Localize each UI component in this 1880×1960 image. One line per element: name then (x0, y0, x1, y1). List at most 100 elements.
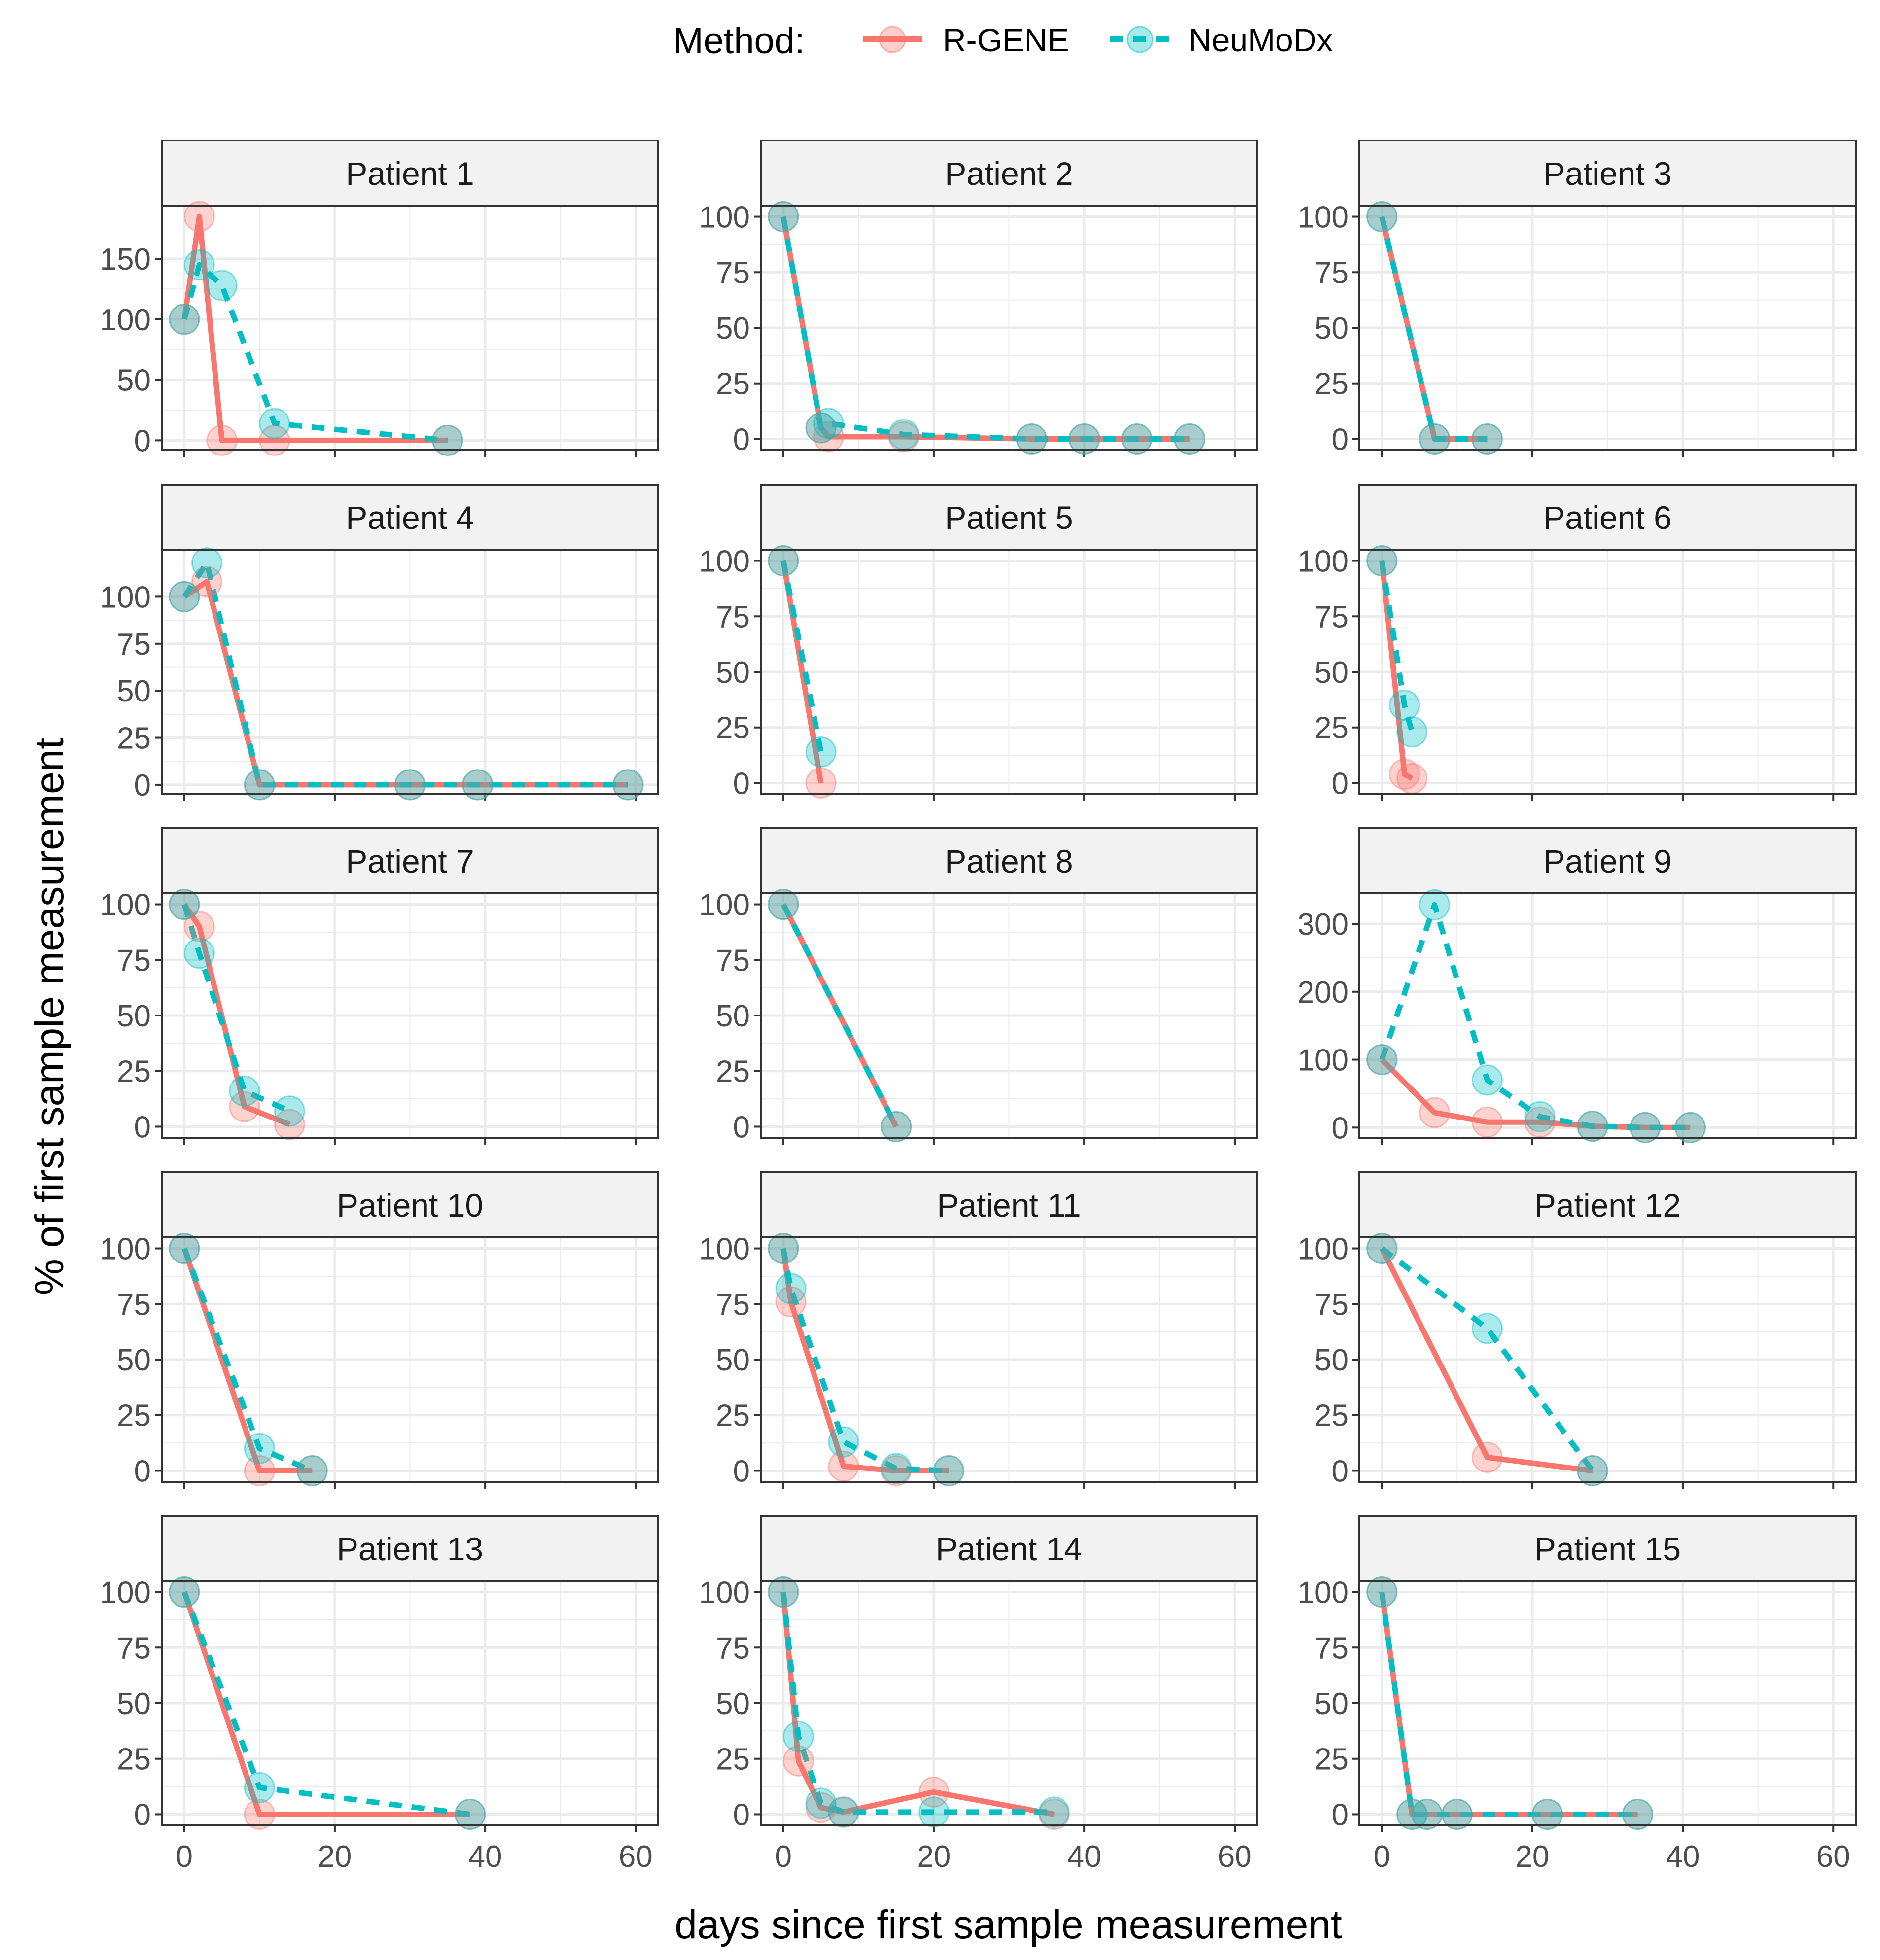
y-tick-label-patient-5: 75 (716, 600, 750, 634)
data-point-r-gene-patient-14 (768, 1576, 799, 1608)
data-point-r-gene-patient-10 (169, 1233, 200, 1264)
strip-patient-11 (760, 1171, 1258, 1238)
data-point-r-gene-patient-3 (1419, 423, 1451, 455)
y-tick-label-patient-9: 0 (1332, 1111, 1348, 1145)
y-tick-label-patient-10: 0 (134, 1454, 151, 1488)
panel-patient-2: Patient 2 0 25 50 75 100 (699, 140, 1258, 457)
strip-patient-12 (1358, 1171, 1857, 1238)
x-tick-label-patient-13: 0 (176, 1840, 193, 1874)
data-point-neumodx-patient-9 (1630, 1112, 1661, 1143)
data-point-neumodx-patient-11 (775, 1273, 807, 1304)
strip-title-patient-11: Patient 11 (937, 1187, 1081, 1224)
y-tick-label-patient-8: 50 (716, 999, 750, 1033)
strip-patient-5 (760, 484, 1258, 551)
y-tick-label-patient-2: 100 (699, 201, 750, 235)
data-point-neumodx-patient-14 (918, 1796, 950, 1828)
data-point-r-gene-patient-6 (1389, 758, 1420, 790)
y-tick-label-patient-3: 25 (1314, 367, 1348, 401)
series-line-r-gene-patient-13 (181, 1591, 470, 1817)
strip-title-patient-15: Patient 15 (1534, 1531, 1681, 1567)
y-tick-label-patient-15: 75 (1314, 1631, 1348, 1665)
panel-border-patient-8 (760, 892, 1258, 1139)
series-line-r-gene-patient-6 (1379, 560, 1414, 781)
data-point-r-gene-patient-3 (1471, 423, 1503, 455)
data-point-r-gene-patient-9 (1674, 1112, 1706, 1143)
y-tick-label-patient-10: 25 (117, 1399, 151, 1433)
data-point-r-gene-patient-2 (888, 421, 920, 453)
data-point-neumodx-patient-3 (1366, 201, 1398, 233)
panel-patient-8: Patient 8 0 25 50 75 100 (699, 827, 1258, 1145)
strip-title-patient-4: Patient 4 (346, 499, 474, 536)
y-tick-label-patient-11: 75 (716, 1288, 750, 1322)
y-tick-label-patient-13: 100 (100, 1576, 151, 1610)
y-tick-label-patient-15: 0 (1332, 1798, 1348, 1832)
data-point-neumodx-patient-2 (888, 419, 920, 450)
y-tick-label-patient-14: 100 (699, 1576, 750, 1610)
panel-border-patient-13 (161, 1580, 659, 1826)
data-point-r-gene-patient-13 (169, 1576, 200, 1608)
y-tick-label-patient-3: 0 (1332, 422, 1348, 456)
data-point-r-gene-patient-15 (1531, 1798, 1563, 1830)
y-tick-label-patient-3: 100 (1298, 201, 1348, 235)
data-point-neumodx-patient-11 (933, 1455, 964, 1486)
data-point-r-gene-patient-1 (432, 424, 463, 456)
series-line-neumodx-patient-3 (1379, 216, 1488, 442)
strip-title-patient-3: Patient 3 (1543, 155, 1672, 192)
y-tick-label-patient-8: 0 (733, 1110, 750, 1144)
data-point-neumodx-patient-2 (805, 412, 837, 444)
data-point-r-gene-patient-9 (1366, 1044, 1398, 1076)
y-tick-label-patient-1: 150 (100, 243, 151, 277)
series-line-neumodx-patient-2 (780, 216, 1190, 442)
data-point-r-gene-patient-4 (191, 566, 223, 597)
data-point-neumodx-patient-10 (296, 1455, 328, 1486)
y-tick-label-patient-2: 75 (716, 256, 750, 290)
data-point-neumodx-patient-10 (244, 1433, 275, 1464)
data-point-r-gene-patient-8 (881, 1111, 912, 1142)
data-point-neumodx-patient-14 (782, 1721, 814, 1752)
series-line-neumodx-patient-12 (1380, 1246, 1595, 1472)
data-point-neumodx-patient-9 (1577, 1111, 1608, 1142)
y-tick-label-patient-3: 50 (1314, 312, 1348, 346)
y-tick-label-patient-13: 25 (117, 1743, 151, 1777)
data-point-r-gene-patient-14 (805, 1792, 837, 1823)
x-axis-label: days since first sample measurement (674, 1902, 1342, 1947)
panel-patient-4: Patient 4 0 25 50 75 100 (100, 484, 659, 803)
panel-border-patient-1 (161, 205, 659, 451)
data-point-r-gene-patient-13 (455, 1798, 486, 1830)
y-tick-label-patient-14: 75 (716, 1631, 750, 1665)
strip-title-patient-14: Patient 14 (936, 1531, 1082, 1567)
data-point-r-gene-patient-5 (805, 767, 837, 799)
strip-title-patient-6: Patient 6 (1543, 499, 1672, 536)
data-point-neumodx-patient-4 (462, 769, 494, 801)
strip-title-patient-5: Patient 5 (945, 499, 1073, 536)
panel-border-patient-4 (161, 549, 659, 795)
data-point-neumodx-patient-9 (1674, 1112, 1706, 1143)
y-tick-label-patient-14: 25 (716, 1743, 750, 1777)
data-point-r-gene-patient-7 (169, 889, 200, 920)
y-tick-label-patient-7: 100 (100, 888, 151, 922)
legend-title: Method: (673, 20, 805, 61)
panel-border-patient-11 (760, 1236, 1258, 1483)
data-point-neumodx-patient-5 (768, 545, 799, 577)
x-tick-label-patient-14: 20 (917, 1840, 951, 1874)
data-point-r-gene-patient-7 (229, 1091, 260, 1122)
data-point-r-gene-patient-9 (1471, 1106, 1503, 1138)
x-tick-label-patient-13: 60 (619, 1840, 653, 1874)
y-tick-label-patient-4: 50 (117, 674, 151, 708)
y-tick-label-patient-5: 25 (716, 711, 750, 745)
y-tick-label-patient-11: 25 (716, 1399, 750, 1433)
data-point-neumodx-patient-4 (612, 769, 644, 801)
series-line-neumodx-patient-5 (780, 560, 824, 753)
data-point-neumodx-patient-2 (1174, 423, 1206, 455)
data-point-neumodx-patient-13 (169, 1576, 200, 1608)
y-tick-label-patient-14: 0 (733, 1798, 750, 1832)
data-point-r-gene-patient-14 (782, 1745, 814, 1777)
strip-title-patient-13: Patient 13 (337, 1531, 483, 1567)
y-tick-label-patient-6: 50 (1314, 656, 1348, 690)
strip-patient-3 (1358, 140, 1857, 207)
data-point-r-gene-patient-12 (1471, 1441, 1503, 1473)
data-point-r-gene-patient-1 (206, 424, 238, 456)
y-tick-label-patient-1: 0 (134, 424, 151, 458)
data-point-r-gene-patient-10 (296, 1455, 328, 1486)
series-line-neumodx-patient-13 (181, 1591, 471, 1817)
